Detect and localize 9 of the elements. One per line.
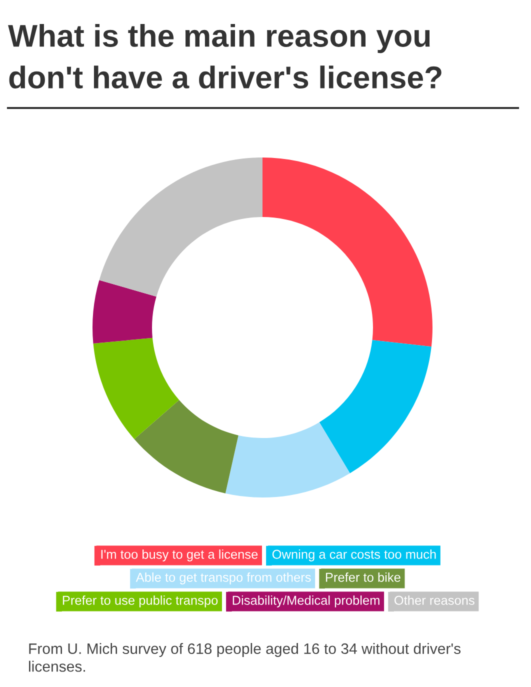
legend-label: Prefer to use public transpo (62, 595, 218, 608)
legend-label: Disability/Medical problem (232, 595, 380, 608)
legend-label: Owning a car costs too much (272, 549, 436, 562)
legend-label: Prefer to bike (326, 572, 400, 582)
legend-label: I'm too busy to get a license (101, 549, 258, 562)
legend-label: Able to get transpo from others (136, 572, 311, 584)
legend-label: Other reasons (394, 595, 474, 605)
chart-title: What is the main reason you don't have a driver's license? (8, 24, 442, 89)
text: From U. Mich survey of 618 people aged 16 to 34 without driver's licenses. (29, 643, 461, 672)
